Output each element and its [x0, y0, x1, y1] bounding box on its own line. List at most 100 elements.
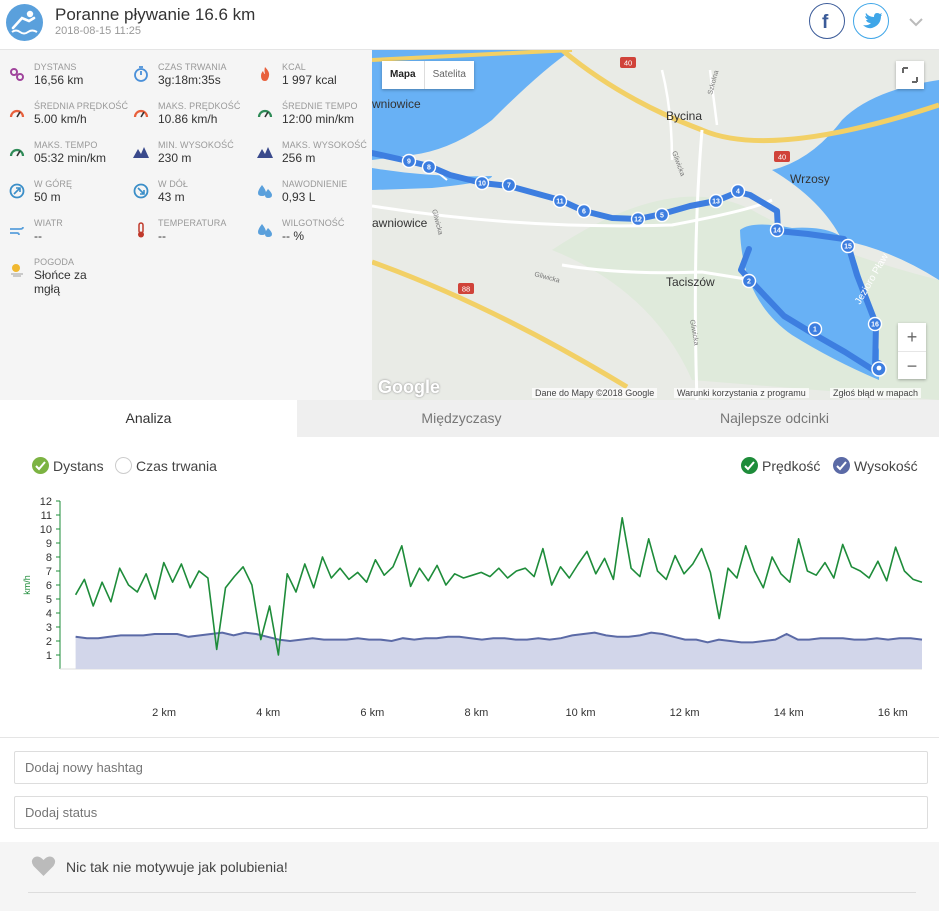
map-canvas[interactable]: 40 40 88 Bycina Wrzosy Taciszów wniowice awnio… — [372, 50, 939, 400]
status-input[interactable] — [14, 796, 928, 829]
fullscreen-icon[interactable] — [896, 61, 924, 89]
y-tick-label: 4 — [46, 608, 52, 620]
route-km-marker[interactable]: 1 — [807, 321, 823, 337]
map-report-link[interactable]: Zgłoś błąd w mapach — [830, 388, 922, 398]
twitter-icon[interactable] — [853, 3, 889, 39]
y-tick-label: 11 — [41, 510, 52, 522]
legend-czas-trwania[interactable]: Czas trwania — [115, 457, 217, 474]
stat-wiatr: WIATR -- — [0, 218, 124, 254]
svg-text:15: 15 — [844, 244, 852, 251]
activity-header: Poranne pływanie 16.6 km 2018-08-15 11:2… — [0, 0, 939, 50]
y-tick-label: 7 — [46, 566, 52, 578]
speedometer-icon — [133, 105, 149, 121]
svg-text:10: 10 — [478, 181, 486, 188]
stat-label: DYSTANS — [34, 62, 77, 72]
y-tick-label: 10 — [40, 524, 52, 536]
zoom-out-button[interactable]: − — [898, 351, 926, 379]
zoom-in-button[interactable]: + — [906, 327, 918, 347]
route-km-marker[interactable]: 6 — [576, 203, 592, 219]
swimmer-icon — [6, 4, 43, 41]
map-type-map-button[interactable]: Mapa — [382, 61, 425, 89]
tab-analiza[interactable]: Analiza — [0, 400, 297, 437]
heart-icon[interactable] — [31, 855, 56, 882]
y-axis-label: km/h — [22, 575, 32, 595]
speed-line — [74, 517, 923, 656]
legend-dystans-label: Dystans — [53, 457, 104, 474]
road-number-badge: 40 — [774, 151, 790, 162]
route-km-marker[interactable]: 7 — [501, 177, 517, 193]
distance-icon — [9, 66, 25, 82]
stat-label: W DÓŁ — [158, 179, 189, 189]
stat-value: 3g:18m:35s — [158, 73, 221, 87]
hashtag-input[interactable] — [14, 751, 928, 784]
route-km-marker[interactable]: 2 — [741, 273, 757, 289]
svg-text:8: 8 — [427, 165, 431, 172]
elevation-area — [75, 632, 923, 669]
route-km-marker[interactable]: 12 — [630, 211, 646, 227]
route-km-marker[interactable]: 8 — [421, 159, 437, 175]
tab-miedzyczasy[interactable]: Międzyczasy — [421, 410, 502, 426]
stat-value: 10.86 km/h — [158, 112, 218, 126]
route-km-marker[interactable]: 11 — [552, 193, 568, 209]
legend-dystans[interactable]: Dystans — [32, 457, 104, 474]
like-bar: Nic tak nie motywuje jak polubienia! — [0, 842, 939, 911]
route-km-marker[interactable]: 10 — [474, 175, 490, 191]
legend-predkosc[interactable]: Prędkość — [741, 457, 820, 474]
route-km-marker[interactable]: 5 — [654, 207, 670, 223]
road-number-badge: 88 — [458, 283, 474, 294]
route-km-marker[interactable]: 14 — [769, 222, 785, 238]
stat-pogoda: POGODA Słońce za mgłą — [0, 257, 124, 296]
y-tick-label: 8 — [46, 552, 52, 564]
stat-label: MAKS. WYSOKOŚĆ — [282, 140, 367, 150]
route-km-marker[interactable]: 13 — [708, 193, 724, 209]
route-km-marker[interactable]: 9 — [401, 153, 417, 169]
map-terms-link[interactable]: Warunki korzystania z programu — [674, 388, 809, 398]
divider — [28, 892, 916, 893]
finish-pin-icon — [871, 360, 887, 377]
map-place-label: Gliwicka — [688, 319, 699, 346]
mountain-icon — [257, 144, 273, 160]
sun-fog-icon — [9, 261, 25, 277]
route-km-marker[interactable]: 4 — [730, 183, 746, 199]
stat-label: MAKS. PRĘDKOŚĆ — [158, 101, 241, 111]
svg-text:40: 40 — [624, 59, 632, 68]
legend-wysokosc[interactable]: Wysokość — [833, 457, 918, 474]
stat-label: KCAL — [282, 62, 306, 72]
route-km-marker[interactable]: 16 — [867, 316, 883, 332]
stat-średnia-prędkość: ŚREDNIA PRĘDKOŚĆ 5.00 km/h — [0, 101, 128, 137]
speedometer-icon — [9, 105, 25, 121]
x-tick-label: 10 km — [566, 707, 596, 719]
map-place-label: Bycina — [666, 109, 702, 123]
legend-czas-trwania-label: Czas trwania — [136, 457, 217, 474]
x-tick-label: 2 km — [152, 707, 176, 719]
map-place-label: wniowice — [372, 97, 421, 111]
stat-label: POGODA — [34, 257, 75, 267]
descent-icon — [133, 183, 149, 199]
map-type-satellite-button[interactable]: Satelita — [432, 69, 466, 80]
y-tick-label: 5 — [46, 594, 52, 606]
route-map[interactable]: 40 40 88 Bycina Wrzosy Taciszów wniowice awnio… — [372, 50, 939, 400]
facebook-icon[interactable]: f — [809, 3, 845, 39]
map-place-label: awniowice — [372, 216, 428, 230]
stat-value: 256 m — [282, 151, 316, 165]
svg-text:7: 7 — [507, 183, 511, 190]
wind-icon — [9, 222, 25, 238]
svg-text:4: 4 — [736, 189, 740, 196]
flame-icon — [257, 66, 273, 82]
stat-nawodnienie: NAWODNIENIE 0,93 L — [248, 179, 372, 215]
drops-icon — [257, 183, 273, 199]
legend-wysokosc-label: Wysokość — [854, 457, 918, 474]
zoom-control: + − — [898, 323, 926, 379]
pace-icon — [257, 105, 273, 121]
x-tick-label: 16 km — [878, 707, 908, 719]
ascent-icon — [9, 183, 25, 199]
svg-text:14: 14 — [773, 228, 781, 235]
divider — [0, 737, 939, 738]
route-km-marker[interactable]: 15 — [840, 238, 856, 254]
chevron-down-icon[interactable] — [906, 12, 926, 37]
map-place-label: Wrzosy — [790, 172, 830, 186]
x-tick-label: 8 km — [465, 707, 489, 719]
tab-najlepsze-odcinki[interactable]: Najlepsze odcinki — [720, 410, 829, 426]
stat-label: MAKS. TEMPO — [34, 140, 98, 150]
